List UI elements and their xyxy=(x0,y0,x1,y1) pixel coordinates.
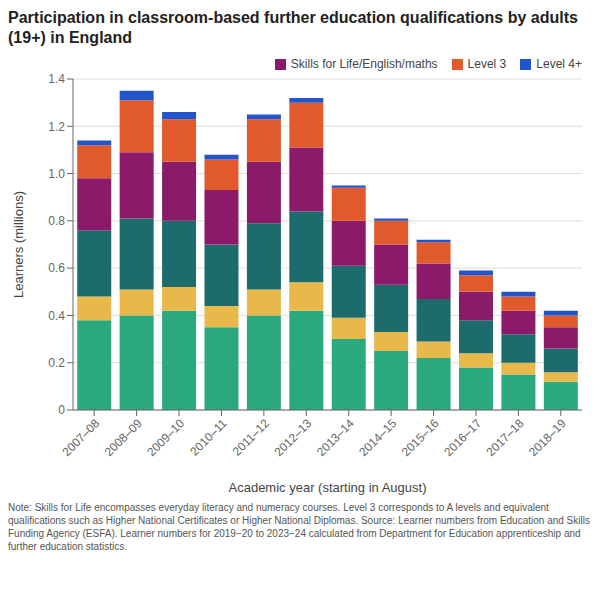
html-text:Skills for Life/English/maths: Skills for Life/English/maths xyxy=(290,57,438,71)
svg-text:0.2: 0.2 xyxy=(48,356,65,370)
svg-text:2008–09: 2008–09 xyxy=(102,416,145,459)
svg-text:0.6: 0.6 xyxy=(48,261,65,275)
svg-text:2018–19: 2018–19 xyxy=(526,416,569,459)
html-text:Level 4+: Level 4+ xyxy=(536,57,582,71)
svg-text:2012–13: 2012–13 xyxy=(272,416,315,459)
html-text:Note: Skills for Life encompas: Note: Skills for Life encompasses everyd… xyxy=(8,502,590,552)
svg-text:2013–14: 2013–14 xyxy=(314,416,357,459)
svg-text:Academic year (starting in Aug: Academic year (starting in August) xyxy=(229,480,427,495)
svg-text:1.4: 1.4 xyxy=(48,72,65,86)
svg-text:2016–17: 2016–17 xyxy=(441,416,484,459)
svg-text:2007–08: 2007–08 xyxy=(59,416,102,459)
svg-text:1.0: 1.0 xyxy=(48,167,65,181)
svg-text:0.8: 0.8 xyxy=(48,214,65,228)
svg-text:0.4: 0.4 xyxy=(48,309,65,323)
svg-text:2010–11: 2010–11 xyxy=(187,416,230,459)
html-text:Level 3: Level 3 xyxy=(467,57,507,71)
svg-text:2014–15: 2014–15 xyxy=(356,416,399,459)
svg-text:2009–10: 2009–10 xyxy=(144,416,187,459)
html-text:Participation in classroom-bas: Participation in classroom-based further… xyxy=(8,9,578,46)
svg-text:2017–18: 2017–18 xyxy=(484,416,527,459)
svg-text:0: 0 xyxy=(58,403,65,417)
svg-text:1.2: 1.2 xyxy=(48,120,65,134)
svg-text:2015–16: 2015–16 xyxy=(399,416,442,459)
svg-text:2011–12: 2011–12 xyxy=(230,416,273,459)
svg-text:Learners (millions): Learners (millions) xyxy=(11,191,26,298)
